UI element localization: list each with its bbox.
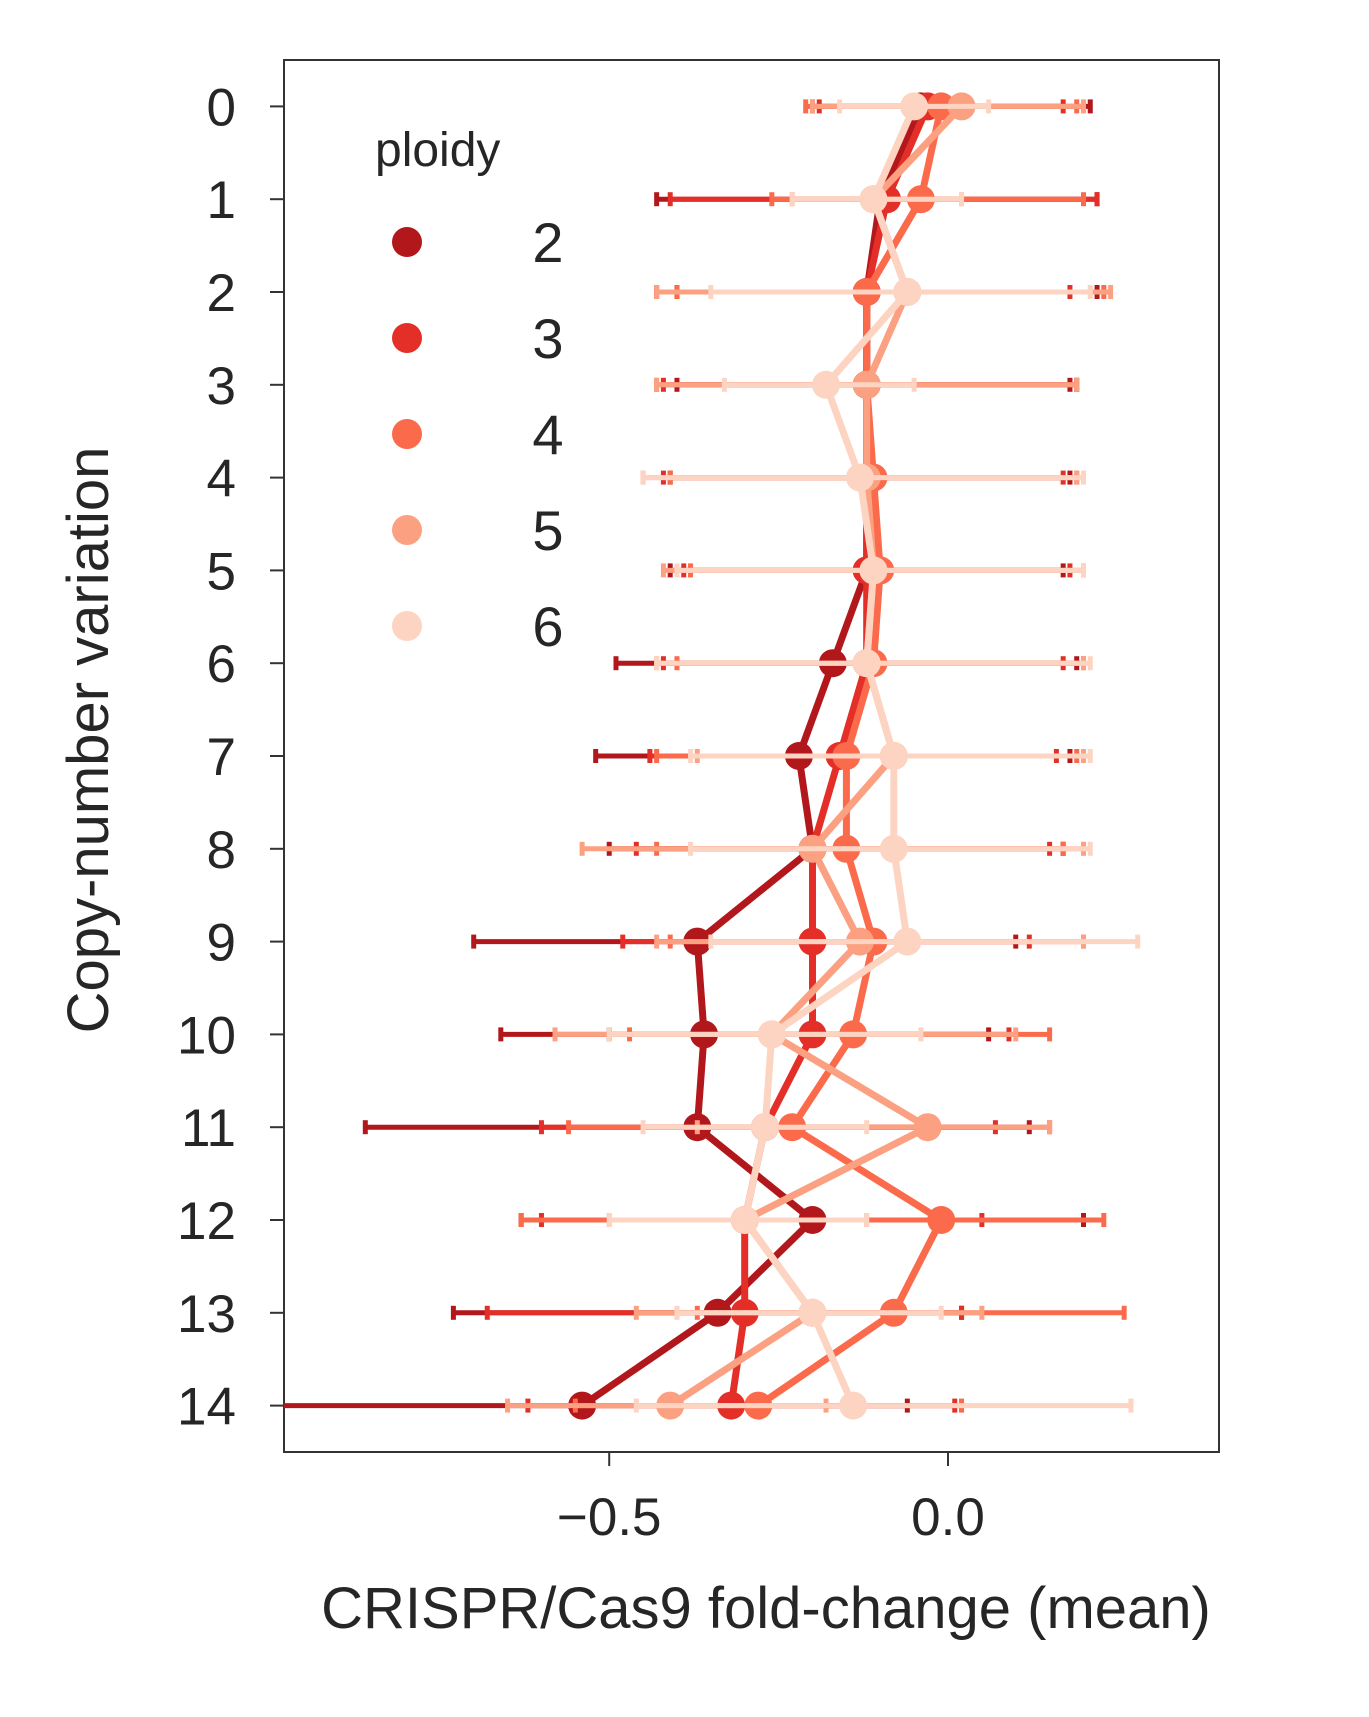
plot-area bbox=[283, 59, 1220, 1453]
y-tick-label: 10 bbox=[177, 1006, 236, 1065]
data-point bbox=[798, 1298, 827, 1327]
data-point bbox=[852, 649, 881, 678]
y-tick-label: 9 bbox=[207, 914, 236, 973]
legend-marker bbox=[392, 611, 422, 641]
y-tick-label: 11 bbox=[181, 1099, 236, 1158]
legend-label: 5 bbox=[532, 499, 563, 562]
x-axis-label: CRISPR/Cas9 fold-change (mean) bbox=[321, 1576, 1211, 1641]
legend-marker bbox=[392, 419, 422, 449]
data-point bbox=[812, 370, 841, 399]
data-point bbox=[730, 1206, 759, 1234]
y-tick-label: 2 bbox=[207, 264, 236, 323]
legend-label: 2 bbox=[532, 211, 563, 274]
y-tick-label: 12 bbox=[177, 1192, 236, 1251]
x-tick-label: −0.5 bbox=[557, 1488, 662, 1547]
data-point bbox=[927, 1206, 956, 1234]
y-tick-label: 1 bbox=[207, 171, 236, 230]
data-point bbox=[893, 278, 922, 306]
y-tick-label: 8 bbox=[207, 821, 236, 880]
y-tick-label: 0 bbox=[207, 78, 236, 137]
data-point bbox=[751, 1113, 780, 1142]
legend-title: ploidy bbox=[375, 124, 500, 177]
series-6 bbox=[606, 92, 1141, 1420]
legend-label: 3 bbox=[532, 307, 563, 370]
data-point bbox=[757, 1020, 786, 1049]
y-tick-label: 3 bbox=[207, 357, 236, 416]
legend-label: 6 bbox=[532, 595, 563, 658]
data-point bbox=[845, 463, 874, 492]
data-point bbox=[913, 1113, 942, 1142]
x-axis: −0.5 0.0 bbox=[557, 1452, 985, 1547]
legend: ploidy 2 3 4 5 6 bbox=[375, 124, 564, 658]
legend-marker bbox=[392, 227, 422, 257]
y-tick-label: 14 bbox=[177, 1378, 236, 1437]
x-tick-label: 0.0 bbox=[911, 1488, 985, 1547]
y-tick-label: 13 bbox=[177, 1285, 236, 1344]
y-tick-label: 6 bbox=[207, 635, 236, 694]
y-tick-label: 4 bbox=[207, 450, 236, 509]
y-tick-label: 7 bbox=[207, 728, 236, 787]
data-point bbox=[859, 185, 888, 214]
legend-label: 4 bbox=[532, 403, 563, 466]
data-point bbox=[879, 742, 908, 770]
data-point bbox=[859, 556, 888, 585]
data-point bbox=[893, 927, 922, 956]
y-tick-label: 5 bbox=[207, 542, 236, 601]
data-point bbox=[839, 1391, 868, 1420]
legend-marker bbox=[392, 323, 422, 353]
data-point bbox=[879, 834, 908, 863]
data-point bbox=[900, 92, 929, 121]
legend-marker bbox=[392, 515, 422, 545]
series-layer bbox=[284, 92, 1141, 1420]
y-axis-label: Copy-number variation bbox=[56, 447, 121, 1034]
